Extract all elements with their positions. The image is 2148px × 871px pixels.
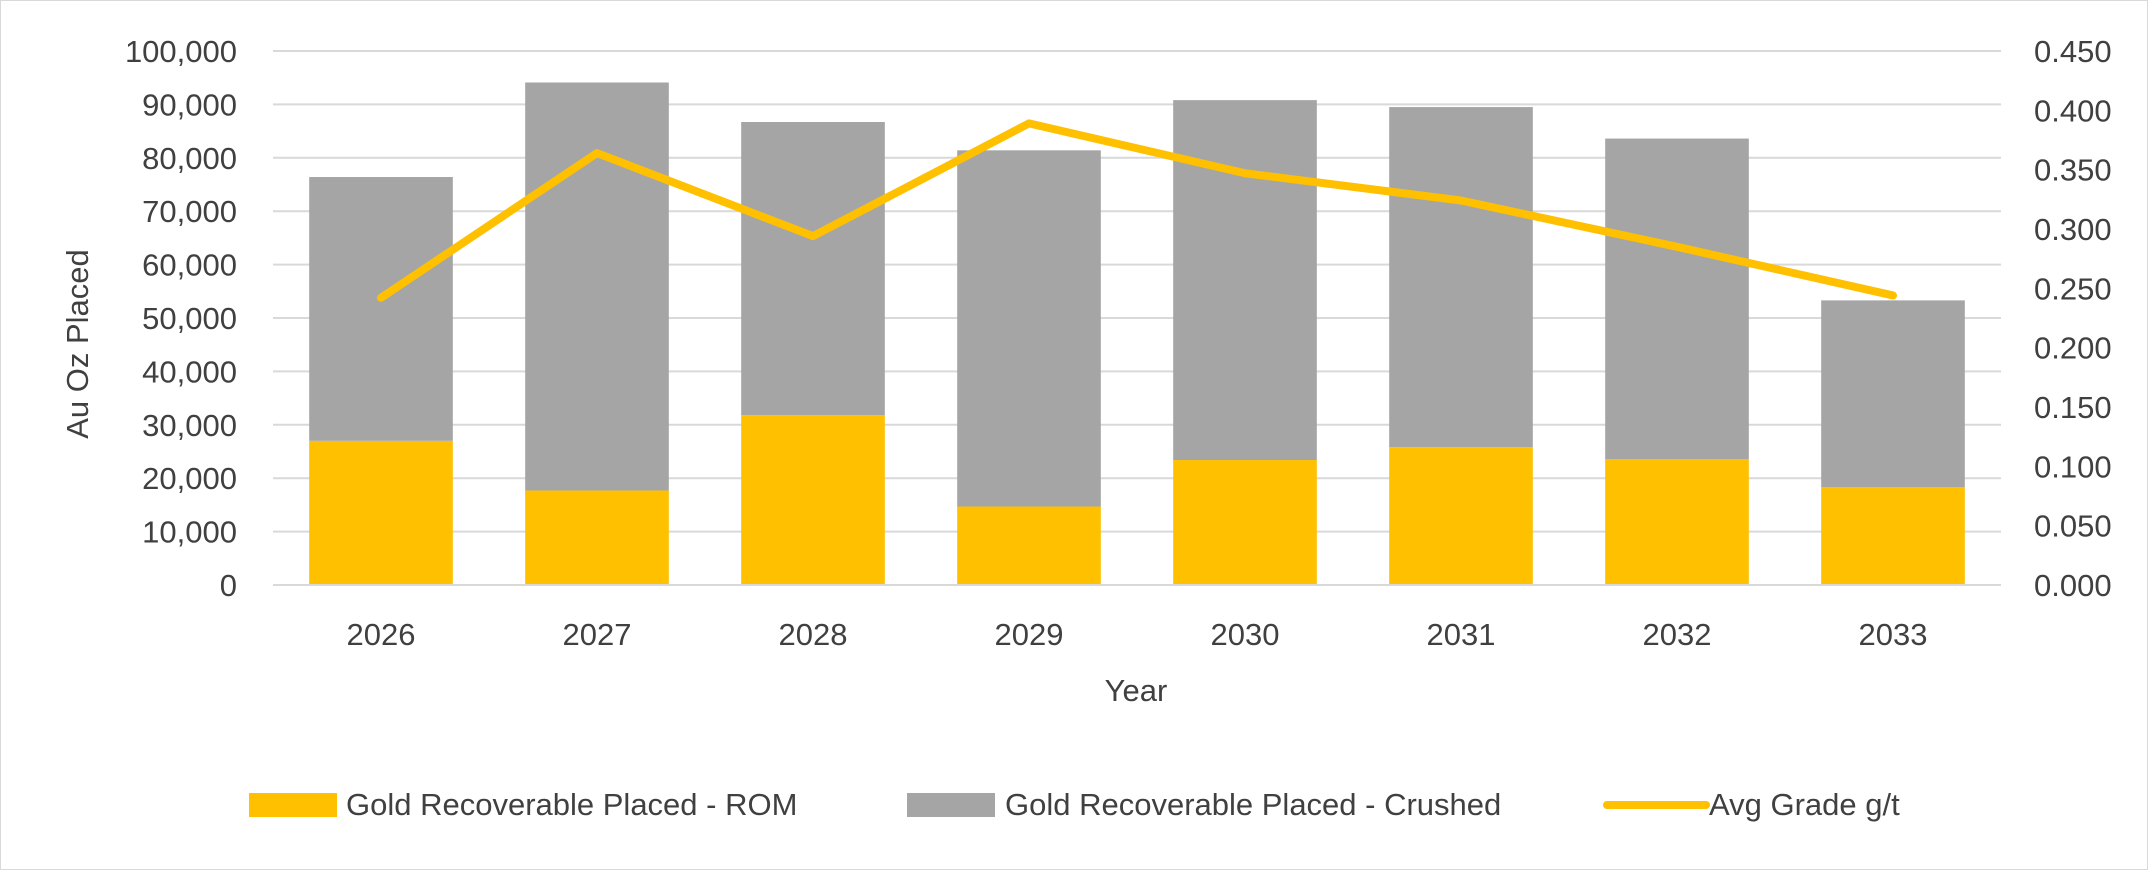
legend-label-rom: Gold Recoverable Placed - ROM	[346, 787, 797, 822]
legend-swatch-crushed	[907, 793, 995, 817]
y-tick-label: 80,000	[142, 141, 237, 176]
y-tick-label: 0	[220, 568, 237, 603]
y2-tick-label: 0.450	[2034, 34, 2112, 69]
bar-crushed	[525, 82, 669, 491]
bar-rom	[1173, 460, 1317, 585]
legend-item-avg-grade[interactable]: Avg Grade g/t	[1603, 787, 1900, 822]
y2-tick-label: 0.150	[2034, 390, 2112, 425]
x-tick-label: 2028	[779, 617, 848, 652]
y2-tick-label: 0.000	[2034, 568, 2112, 603]
x-tick-label: 2032	[1643, 617, 1712, 652]
y2-tick-label: 0.050	[2034, 509, 2112, 544]
bar-crushed	[309, 177, 453, 441]
x-tick-label: 2030	[1211, 617, 1280, 652]
axes: 0 10,000 20,000 30,000 40,000 50,000 60,000 70,…	[125, 34, 2112, 652]
x-tick-label: 2029	[995, 617, 1064, 652]
bar-crushed	[957, 150, 1101, 507]
y2-tick-label: 0.100	[2034, 449, 2112, 484]
legend-item-rom[interactable]: Gold Recoverable Placed - ROM	[249, 787, 797, 822]
bar-crushed	[1173, 100, 1317, 461]
y2-tick-label: 0.350	[2034, 153, 2112, 188]
y-tick-label: 10,000	[142, 515, 237, 550]
y2-tick-label: 0.300	[2034, 212, 2112, 247]
bar-rom	[1389, 447, 1533, 585]
y2-tick-label: 0.400	[2034, 93, 2112, 128]
y-tick-label: 90,000	[142, 87, 237, 122]
bar-rom	[741, 415, 885, 585]
bar-rom	[957, 506, 1101, 585]
y-tick-label: 50,000	[142, 301, 237, 336]
y2-tick-label: 0.250	[2034, 271, 2112, 306]
y-tick-label: 40,000	[142, 354, 237, 389]
bar-crushed	[1389, 107, 1533, 448]
bar-rom	[525, 490, 669, 585]
legend-label-crushed: Gold Recoverable Placed - Crushed	[1005, 787, 1501, 822]
y-tick-label: 20,000	[142, 461, 237, 496]
legend: Gold Recoverable Placed - ROM Gold Recov…	[249, 787, 1900, 822]
y-tick-label: 30,000	[142, 408, 237, 443]
bar-rom	[1605, 458, 1749, 585]
y-tick-label: 70,000	[142, 194, 237, 229]
y-tick-label: 60,000	[142, 248, 237, 283]
x-tick-label: 2026	[347, 617, 416, 652]
x-tick-label: 2033	[1859, 617, 1928, 652]
legend-label-avg-grade: Avg Grade g/t	[1709, 787, 1900, 822]
bar-crushed	[1605, 138, 1749, 459]
line-series	[377, 119, 1897, 302]
y-axis-title: Au Oz Placed	[60, 249, 95, 439]
x-tick-label: 2027	[563, 617, 632, 652]
legend-item-crushed[interactable]: Gold Recoverable Placed - Crushed	[907, 787, 1501, 822]
bar-rom	[1821, 487, 1965, 585]
y-tick-label: 100,000	[125, 34, 237, 69]
x-axis-title: Year	[1105, 673, 1168, 708]
bar-rom	[309, 440, 453, 585]
legend-swatch-rom	[249, 793, 337, 817]
bar-series	[309, 82, 1965, 585]
line-avg-grade	[377, 119, 1897, 302]
y2-tick-label: 0.200	[2034, 331, 2112, 366]
x-tick-label: 2031	[1427, 617, 1496, 652]
bar-crushed	[1821, 300, 1965, 488]
bar-crushed	[741, 122, 885, 416]
